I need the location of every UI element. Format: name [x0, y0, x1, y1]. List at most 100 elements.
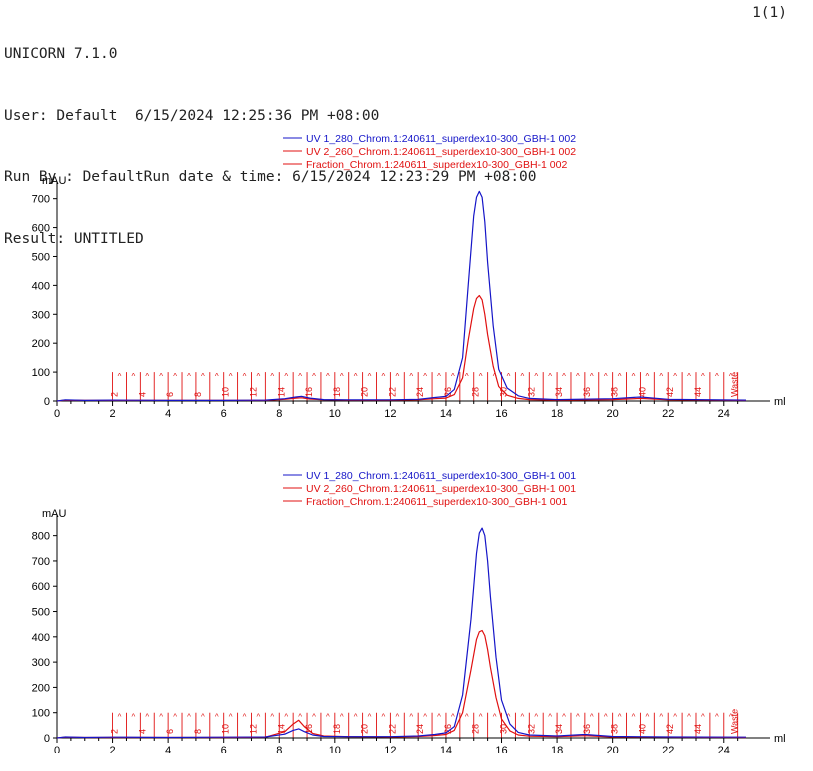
- fraction-caret: ^: [729, 713, 733, 722]
- fraction-caret: ^: [493, 372, 497, 381]
- x-tick-label: 2: [110, 408, 116, 418]
- page-number: 1(1): [752, 5, 787, 21]
- fraction-caret: ^: [395, 372, 399, 381]
- fraction-caret: ^: [368, 372, 372, 381]
- x-tick-label: 16: [495, 408, 507, 418]
- fraction-caret: ^: [548, 372, 552, 381]
- fraction-caret: ^: [145, 372, 149, 381]
- fraction-label: 24: [415, 387, 425, 397]
- y-tick-label: 500: [32, 251, 50, 263]
- fraction-caret: ^: [632, 713, 636, 722]
- fraction-caret: ^: [326, 372, 330, 381]
- fraction-label: 26: [443, 387, 453, 397]
- x-tick-label: 14: [440, 408, 452, 418]
- fraction-label: 44: [693, 387, 703, 397]
- fraction-label: 18: [332, 724, 342, 734]
- fraction-label: 8: [193, 392, 203, 397]
- fraction-caret: ^: [284, 372, 288, 381]
- fraction-caret: ^: [715, 372, 719, 381]
- fraction-caret: ^: [368, 713, 372, 722]
- fraction-caret: ^: [632, 372, 636, 381]
- software-version: UNICORN 7.1.0: [4, 46, 118, 62]
- fraction-label: 44: [693, 724, 703, 734]
- fraction-caret: ^: [618, 372, 622, 381]
- fraction-label: 4: [137, 392, 147, 397]
- x-tick-label: 12: [384, 745, 396, 753]
- fraction-caret: ^: [687, 372, 691, 381]
- fraction-caret: ^: [187, 713, 191, 722]
- fraction-label: 18: [332, 387, 342, 397]
- fraction-caret: ^: [729, 372, 733, 381]
- chromatogram-chart-bottom: UV 1_280_Chrom.1:240611_superdex10-300_G…: [32, 470, 786, 753]
- y-tick-label: 0: [44, 396, 50, 408]
- x-tick-label: 16: [495, 745, 507, 753]
- fraction-label: 4: [137, 729, 147, 734]
- fraction-label: 40: [637, 724, 647, 734]
- fraction-caret: ^: [618, 713, 622, 722]
- fraction-caret: ^: [673, 372, 677, 381]
- fraction-caret: ^: [645, 713, 649, 722]
- legend-entry: UV 2_260_Chrom.1:240611_superdex10-300_G…: [306, 483, 576, 495]
- x-tick-label: 10: [329, 408, 341, 418]
- y-tick-label: 800: [32, 531, 50, 543]
- fraction-caret: ^: [590, 372, 594, 381]
- fraction-caret: ^: [409, 372, 413, 381]
- user-line: User: Default 6/15/2024 12:25:36 PM +08:…: [4, 107, 380, 124]
- fraction-caret: ^: [465, 372, 469, 381]
- fraction-label: 34: [554, 724, 564, 734]
- fraction-caret: ^: [229, 372, 233, 381]
- fraction-caret: ^: [382, 713, 386, 722]
- fraction-label: 38: [610, 387, 620, 397]
- fraction-caret: ^: [118, 713, 122, 722]
- fraction-caret: ^: [493, 713, 497, 722]
- x-tick-label: 22: [662, 408, 674, 418]
- x-tick-label: 20: [607, 745, 619, 753]
- series-line-uv260: [56, 629, 747, 739]
- y-tick-label: 500: [32, 607, 50, 619]
- fraction-caret: ^: [534, 372, 538, 381]
- fraction-caret: ^: [201, 372, 205, 381]
- fraction-caret: ^: [451, 372, 455, 381]
- fraction-label: 16: [304, 724, 314, 734]
- fraction-caret: ^: [562, 372, 566, 381]
- x-tick-label: 24: [718, 408, 730, 418]
- y-tick-label: 400: [32, 280, 50, 292]
- fraction-caret: ^: [395, 713, 399, 722]
- fraction-label: 10: [221, 387, 231, 397]
- legend-entry: UV 1_280_Chrom.1:240611_superdex10-300_G…: [306, 470, 576, 482]
- legend-entry: UV 1_280_Chrom.1:240611_superdex10-300_G…: [306, 133, 576, 145]
- y-tick-label: 300: [32, 309, 50, 321]
- fraction-caret: ^: [298, 713, 302, 722]
- fraction-label: 12: [248, 387, 258, 397]
- fraction-caret: ^: [312, 372, 316, 381]
- y-tick-label: 300: [32, 657, 50, 669]
- fraction-label: 8: [193, 729, 203, 734]
- fraction-caret: ^: [423, 713, 427, 722]
- y-tick-label: 200: [32, 682, 50, 694]
- fraction-label: 6: [165, 729, 175, 734]
- fraction-caret: ^: [382, 372, 386, 381]
- fraction-caret: ^: [520, 372, 524, 381]
- fraction-label: 36: [582, 387, 592, 397]
- y-tick-label: 200: [32, 338, 50, 350]
- x-tick-label: 2: [110, 745, 116, 753]
- fraction-caret: ^: [215, 713, 219, 722]
- fraction-label: 42: [665, 387, 675, 397]
- fraction-label: 32: [526, 387, 536, 397]
- fraction-caret: ^: [173, 713, 177, 722]
- series-line-uv280: [56, 527, 747, 739]
- fraction-caret: ^: [409, 713, 413, 722]
- fraction-caret: ^: [673, 713, 677, 722]
- fraction-caret: ^: [173, 372, 177, 381]
- fraction-caret: ^: [159, 372, 163, 381]
- fraction-caret: ^: [187, 372, 191, 381]
- fraction-caret: ^: [298, 372, 302, 381]
- fraction-label: 20: [360, 724, 370, 734]
- fraction-caret: ^: [548, 713, 552, 722]
- y-tick-label: 400: [32, 632, 50, 644]
- fraction-caret: ^: [451, 713, 455, 722]
- y-tick-label: 600: [32, 223, 50, 235]
- fraction-label: Waste: [729, 709, 739, 734]
- fraction-label: 26: [443, 724, 453, 734]
- fraction-caret: ^: [701, 372, 705, 381]
